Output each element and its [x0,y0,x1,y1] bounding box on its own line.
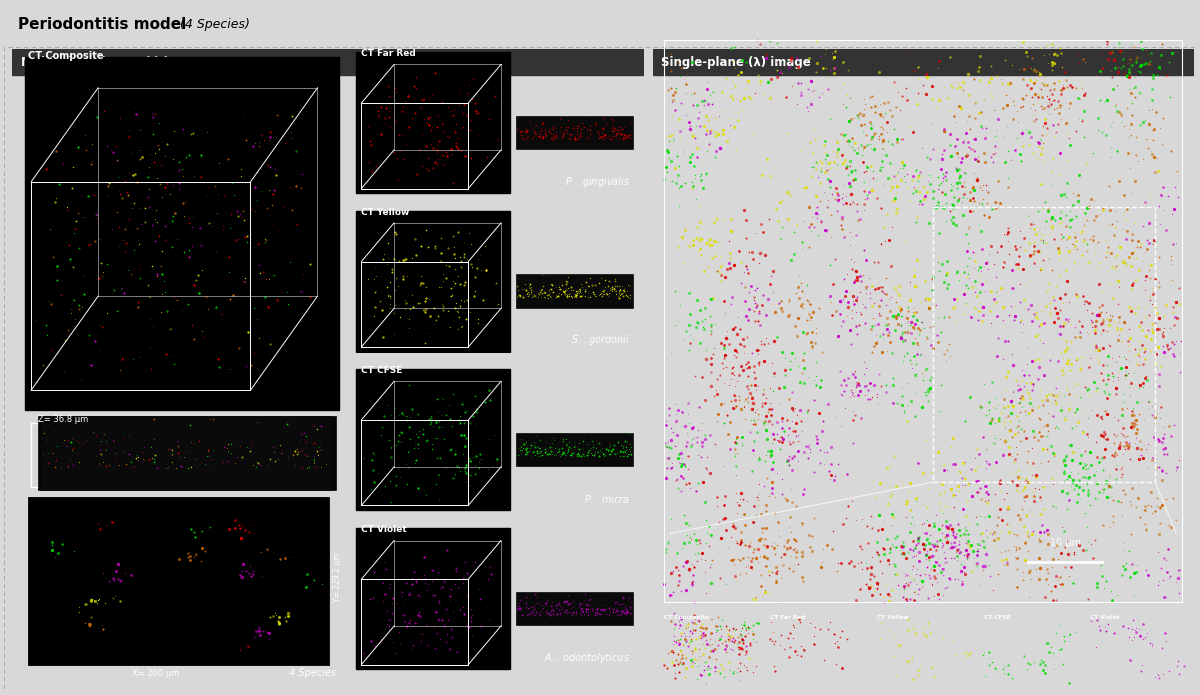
Text: CT Violet: CT Violet [361,525,407,534]
Text: CT Far Red: CT Far Red [361,49,416,58]
Bar [355,211,510,352]
Bar [12,49,644,76]
Text: Multi-plane (Z-stack) image: Multi-plane (Z-stack) image [22,56,205,69]
Bar [355,52,510,193]
Bar [41,416,332,491]
Bar [37,416,336,491]
Text: Z= 36.8 μm: Z= 36.8 μm [37,415,88,424]
Text: X= 200 μm: X= 200 μm [132,669,179,678]
Bar [516,433,632,466]
Text: Y= 229.2 μm: Y= 229.2 μm [334,553,342,603]
Text: 4 Species: 4 Species [289,668,336,678]
Bar [24,58,340,409]
Text: CT Yellow: CT Yellow [361,208,409,217]
Bar [28,497,329,665]
Text: CT CFSE: CT CFSE [361,366,403,375]
Text: CT CFSE: CT CFSE [984,614,1010,619]
Bar [355,528,510,669]
Text: CT Composite: CT Composite [28,51,103,61]
Bar [653,49,1194,76]
Text: CT Far Red: CT Far Red [770,614,806,619]
Text: CT Yellow: CT Yellow [877,614,908,619]
Text: (4 Species): (4 Species) [180,18,251,31]
Text: CT Violet: CT Violet [1090,614,1120,619]
Text: $\it{S.}$. $\it{gordonii}$: $\it{S.}$. $\it{gordonii}$ [570,333,630,347]
Bar [516,275,632,308]
Bar [934,207,1156,482]
Bar [355,369,510,510]
Bar [516,592,632,626]
Text: Single-plane (λ) image: Single-plane (λ) image [661,56,811,69]
Text: $\it{P.}$. $\it{gingivalis}$: $\it{P.}$. $\it{gingivalis}$ [565,174,630,188]
Text: CT Composite: CT Composite [664,614,709,619]
Bar [516,116,632,149]
Text: $\it{A.}$. $\it{odontolyticus}$: $\it{A.}$. $\it{odontolyticus}$ [544,651,630,664]
Text: $\it{P.}$. $\it{micra}$: $\it{P.}$. $\it{micra}$ [584,493,630,505]
Text: 10 μm: 10 μm [1050,538,1081,548]
Text: Periodontitis model: Periodontitis model [18,17,186,32]
